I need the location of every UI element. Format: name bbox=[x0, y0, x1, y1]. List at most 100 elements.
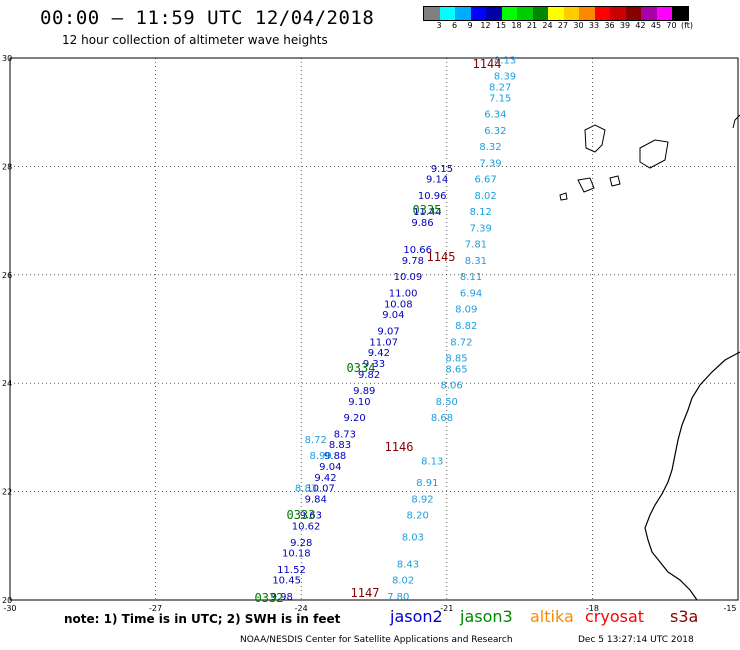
wave-height-label: 7.81 bbox=[465, 240, 487, 251]
scale-label: 18 bbox=[511, 21, 522, 30]
scale-swatch bbox=[610, 7, 626, 20]
wave-height-label: 7.39 bbox=[479, 158, 501, 169]
wave-height-label: 11.52 bbox=[277, 565, 306, 576]
pass-time-label: 1146 bbox=[385, 440, 414, 454]
wave-height-label: 10.18 bbox=[282, 549, 311, 560]
scale-swatch bbox=[548, 7, 564, 20]
legend-jason3: jason3 bbox=[460, 607, 513, 626]
wave-height-label: 6.32 bbox=[484, 126, 506, 137]
lat-tick-label: 30 bbox=[2, 54, 12, 63]
canary-island-1 bbox=[584, 124, 606, 153]
pass-time-label: 1147 bbox=[351, 586, 380, 600]
wave-height-label: 9.88 bbox=[324, 451, 346, 462]
scale-swatch bbox=[641, 7, 657, 20]
wave-height-label: 8.99 bbox=[309, 451, 331, 462]
wave-height-label: 8.20 bbox=[407, 511, 429, 522]
wave-height-label: 9.20 bbox=[343, 413, 365, 424]
wave-height-label: 9.78 bbox=[402, 256, 424, 267]
scale-swatch bbox=[424, 7, 440, 20]
wave-height-label: 10.62 bbox=[292, 522, 321, 533]
pass-time-label: 0335 bbox=[413, 203, 442, 217]
wave-height-label: 8.02 bbox=[392, 576, 414, 587]
canary-island-2 bbox=[639, 139, 669, 169]
scale-swatch bbox=[532, 7, 548, 20]
wave-height-label: 11.00 bbox=[389, 288, 418, 299]
wave-height-label: 8.83 bbox=[329, 440, 351, 451]
wave-height-label: 9.14 bbox=[426, 175, 448, 186]
legend-s3a: s3a bbox=[670, 607, 699, 626]
wave-height-label: 8.73 bbox=[334, 429, 356, 440]
wave-height-label: 9.33 bbox=[363, 359, 385, 370]
wave-height-label: 9.04 bbox=[319, 462, 341, 473]
wave-height-label: 9.42 bbox=[368, 348, 390, 359]
scale-swatch bbox=[579, 7, 595, 20]
map-frame bbox=[9, 57, 739, 601]
wave-height-label: 8.03 bbox=[402, 532, 424, 543]
axis-labels: -30 -27 -24 -21 -18 -15 30 28 26 24 22 20 bbox=[2, 54, 737, 613]
scale-swatch bbox=[594, 7, 610, 20]
scale-swatch bbox=[439, 7, 455, 20]
wave-height-label: 7.80 bbox=[387, 592, 409, 603]
wave-height-label: 8.68 bbox=[431, 413, 453, 424]
wave-height-label: 7.15 bbox=[489, 93, 511, 104]
scale-swatch bbox=[625, 7, 641, 20]
page-title: 00:00 – 11:59 UTC 12/04/2018 bbox=[40, 7, 375, 29]
pass-time-label: 1145 bbox=[427, 250, 456, 264]
wave-height-label: 9.15 bbox=[431, 164, 453, 175]
wave-height-label: 8.09 bbox=[455, 305, 477, 316]
scale-label: 6 bbox=[451, 21, 458, 30]
scale-label: 21 bbox=[526, 21, 538, 30]
lat-tick-label: 24 bbox=[2, 379, 12, 388]
legend-jason2: jason2 bbox=[390, 607, 443, 626]
scale-label: 9 bbox=[467, 21, 473, 30]
wave-height-label: 6.94 bbox=[460, 288, 482, 299]
scale-label: 70 bbox=[666, 21, 677, 30]
color-scale-bar bbox=[423, 6, 689, 21]
scale-swatch bbox=[656, 7, 672, 20]
scale-label: 42 bbox=[635, 21, 646, 30]
wave-height-label: 9.28 bbox=[290, 538, 312, 549]
coastline bbox=[559, 114, 740, 601]
wave-height-label: 8.13 bbox=[421, 457, 443, 468]
africa-upper bbox=[732, 114, 740, 129]
wave-height-label: 9.63 bbox=[300, 511, 322, 522]
wave-height-label: 8.50 bbox=[436, 397, 458, 408]
wave-height-label: 8.13 bbox=[494, 55, 516, 66]
wave-height-label: 8.85 bbox=[445, 354, 467, 365]
wave-height-label: 9.84 bbox=[305, 494, 327, 505]
wave-height-label: 10.45 bbox=[272, 576, 301, 587]
lon-tick-label: -24 bbox=[295, 604, 308, 613]
wave-height-label: 8.92 bbox=[411, 494, 433, 505]
scale-swatch bbox=[486, 7, 502, 20]
scale-label: 3 bbox=[436, 21, 442, 30]
africa-coast bbox=[644, 351, 740, 601]
wave-height-label: 9.82 bbox=[358, 370, 380, 381]
wave-height-label: 6.34 bbox=[484, 110, 506, 121]
lat-tick-label: 26 bbox=[2, 271, 12, 280]
scale-label: 12 bbox=[480, 21, 491, 30]
canary-island-3 bbox=[577, 177, 595, 193]
scale-label: 36 bbox=[604, 21, 615, 30]
wave-height-label: 10.66 bbox=[403, 245, 432, 256]
lat-tick-label: 22 bbox=[2, 488, 12, 497]
wave-height-label: 9.89 bbox=[353, 386, 375, 397]
wave-height-label: 8.83 bbox=[295, 484, 317, 495]
map-grid bbox=[9, 57, 739, 601]
legend-altika: altika bbox=[530, 607, 574, 626]
scale-swatch bbox=[517, 7, 533, 20]
wave-height-label: 8.06 bbox=[441, 381, 463, 392]
wave-height-label: 8.72 bbox=[450, 337, 472, 348]
scale-label: 15 bbox=[495, 21, 507, 30]
wave-height-tracks: 9.9810.4511.5210.189.2810.629.639.8410.0… bbox=[271, 55, 517, 603]
wave-height-label: 8.27 bbox=[489, 83, 511, 94]
lon-tick-label: -15 bbox=[723, 604, 736, 613]
canary-island-5 bbox=[559, 192, 568, 201]
wave-height-label: 8.02 bbox=[474, 191, 496, 202]
scale-swatch bbox=[672, 7, 688, 20]
scale-label: 24 bbox=[542, 21, 553, 30]
wave-height-label: 8.32 bbox=[479, 142, 501, 153]
scale-label: 33 bbox=[588, 21, 600, 30]
wave-height-label: 8.12 bbox=[470, 207, 492, 218]
wave-height-label: 8.82 bbox=[455, 321, 477, 332]
